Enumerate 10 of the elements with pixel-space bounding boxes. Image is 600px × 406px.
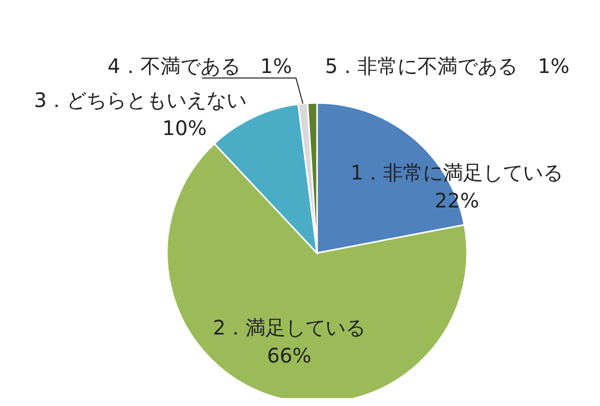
slice-label: 4．不満である bbox=[108, 54, 240, 78]
data-label: 1% bbox=[538, 54, 570, 78]
slice-label: 1．非常に満足している bbox=[350, 160, 564, 185]
data-label: 22% bbox=[434, 188, 480, 213]
slice-label: 5．非常に不満である bbox=[325, 54, 518, 78]
data-label: 1% bbox=[260, 54, 292, 78]
slice-label: 3．どちらともいえない bbox=[34, 88, 247, 112]
slice-label: 2．満足している bbox=[212, 316, 366, 340]
data-label: 66% bbox=[266, 344, 312, 368]
data-label: 10% bbox=[162, 116, 207, 140]
